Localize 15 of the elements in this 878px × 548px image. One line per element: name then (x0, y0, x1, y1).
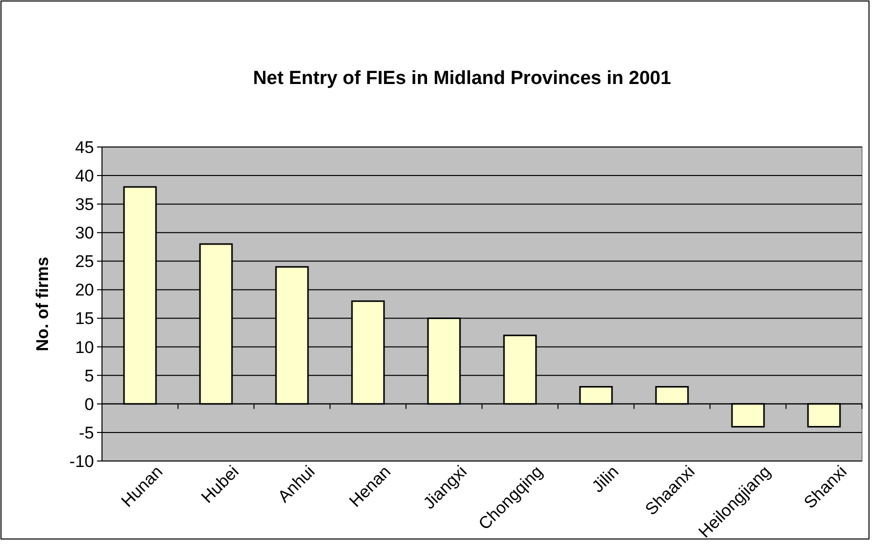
y-tick-label: 45 (75, 138, 94, 157)
y-tick-label: 25 (75, 252, 94, 272)
chart-title: Net Entry of FIEs in Midland Provinces in 2001 (252, 68, 672, 89)
y-tick-label: 0 (84, 394, 94, 414)
y-tick-label: -10 (69, 452, 94, 471)
y-tick-label: 35 (75, 195, 94, 214)
x-tick-label: Jilin (588, 462, 622, 496)
y-tick-label: 5 (84, 366, 94, 386)
y-axis-title: No. of firms (33, 256, 52, 352)
y-tick-label: 30 (75, 224, 94, 243)
y-tick-label: 15 (75, 309, 94, 328)
y-tick-label: -5 (78, 423, 94, 442)
y-tick-label: 40 (75, 166, 94, 186)
y-tick-label: 10 (75, 338, 94, 357)
y-tick-label: 20 (75, 280, 94, 300)
